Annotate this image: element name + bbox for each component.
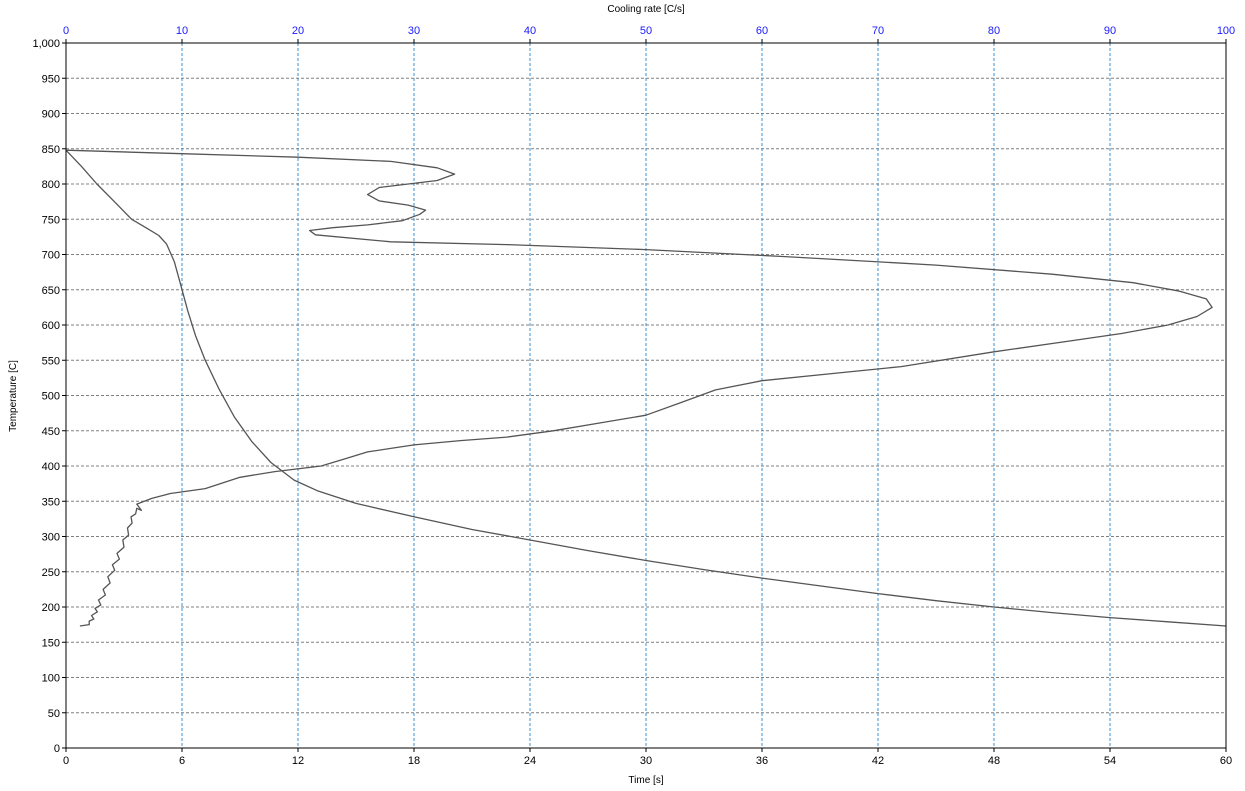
y-tick-label: 750: [42, 214, 60, 226]
series-line-time: [65, 149, 1227, 627]
y-tick-label: 0: [54, 743, 60, 755]
x-tick-label: 48: [988, 755, 1000, 767]
x2-tick-label: 30: [408, 25, 420, 37]
x2-axis-title: Cooling rate [C/s]: [607, 4, 684, 15]
x2-tick-label: 80: [988, 25, 1000, 37]
x-tick-label: 54: [1104, 755, 1116, 767]
y-tick-label: 100: [42, 673, 60, 685]
series-line-cooling-rate: [65, 149, 1213, 627]
x2-tick-label: 100: [1217, 25, 1235, 37]
x-axis-title: Time [s]: [628, 775, 663, 786]
y-tick-label: 650: [42, 285, 60, 297]
x-tick-label: 36: [756, 755, 768, 767]
y-tick-label: 550: [42, 355, 60, 367]
y-axis-title: Temperature [C]: [8, 360, 19, 432]
y-tick-label: 800: [42, 179, 60, 191]
x2-tick-label: 60: [756, 25, 768, 37]
grid: [66, 43, 1226, 748]
y-tick-label: 900: [42, 109, 60, 121]
y-tick-label: 500: [42, 391, 60, 403]
x-tick-label: 30: [640, 755, 652, 767]
x2-tick-label: 40: [524, 25, 536, 37]
x-tick-label: 60: [1220, 755, 1232, 767]
y-tick-label: 350: [42, 496, 60, 508]
y-tick-label: 300: [42, 532, 60, 544]
x-tick-label: 42: [872, 755, 884, 767]
y-tick-label: 150: [42, 637, 60, 649]
y-tick-label: 50: [48, 708, 60, 720]
y-tick-label: 950: [42, 73, 60, 85]
y-tick-label: 450: [42, 426, 60, 438]
x-tick-label: 0: [63, 755, 69, 767]
x2-tick-label: 10: [176, 25, 188, 37]
x2-tick-label: 50: [640, 25, 652, 37]
ticks-group: 0501001502002503003504004505005506006507…: [32, 25, 1235, 767]
y-tick-label: 250: [42, 567, 60, 579]
x2-tick-label: 0: [63, 25, 69, 37]
y-tick-label: 200: [42, 602, 60, 614]
y-tick-label: 850: [42, 144, 60, 156]
x-tick-label: 6: [179, 755, 185, 767]
y-tick-label: 1,000: [32, 38, 60, 50]
x-tick-label: 12: [292, 755, 304, 767]
y-tick-label: 600: [42, 320, 60, 332]
x2-tick-label: 90: [1104, 25, 1116, 37]
x2-tick-label: 70: [872, 25, 884, 37]
y-tick-label: 700: [42, 250, 60, 262]
x-tick-label: 24: [524, 755, 536, 767]
x2-tick-label: 20: [292, 25, 304, 37]
x-tick-label: 18: [408, 755, 420, 767]
series-group: [65, 149, 1227, 627]
y-tick-label: 400: [42, 461, 60, 473]
